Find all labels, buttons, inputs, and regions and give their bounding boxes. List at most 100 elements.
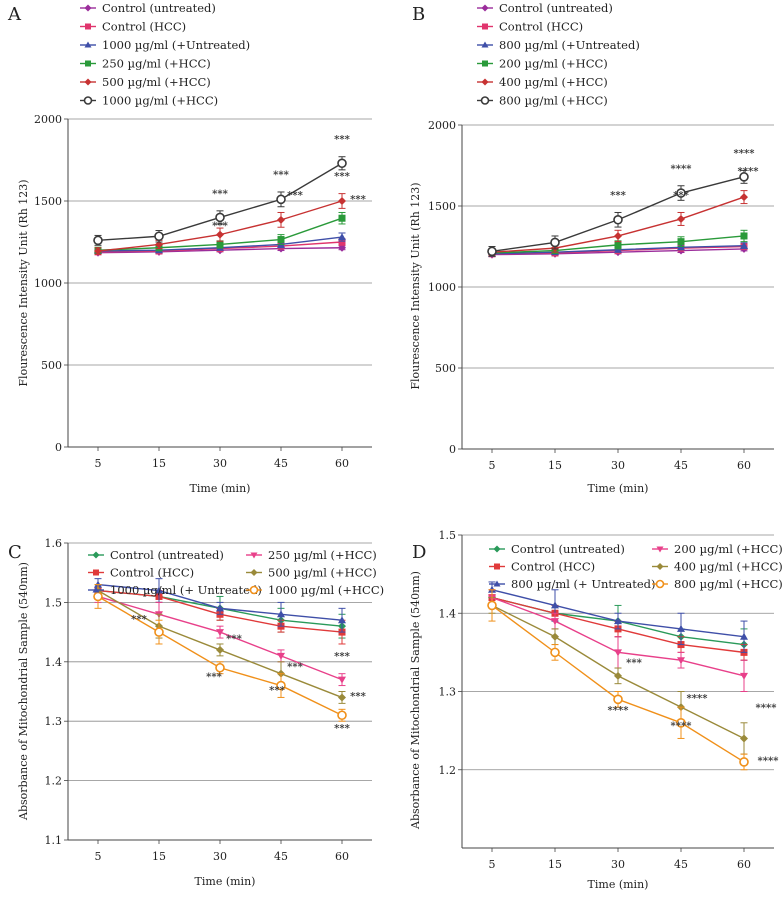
data-point [677,657,685,665]
chart-panel-d: D 1.2 1.3 1.4 1.5 5 15 30 45 60 Time (min) Absorban… [409,529,783,891]
legend-item: 800 µg/ml (+ Untreated) [489,577,656,591]
data-point [676,717,686,728]
data-point [740,232,748,240]
significance-star: **** [756,703,778,714]
y-tick-label: 1.5 [439,529,457,542]
y-tick-label: 1.5 [45,596,63,609]
x-tick-label: 15 [152,457,166,470]
data-point [216,230,224,239]
significance-star: **** [671,164,693,175]
data-point [93,235,103,246]
data-point [154,627,164,637]
legend-item: 800 µg/ml (+Untreated) [477,38,640,52]
legend-marker [481,4,489,12]
y-tick-label: 500 [435,362,456,375]
legend-marker [84,4,92,12]
data-point [614,649,622,657]
x-axis-title: Time (min) [195,875,256,888]
x-tick-label: 30 [213,850,227,863]
legend-item: 1000 µg/ml (+ Untreated) [88,583,262,597]
x-tick-label: 60 [737,459,751,472]
data-point [338,616,346,624]
legend-label: 800 µg/ml (+HCC) [499,94,608,108]
y-axis-title: Flourescence Intensity Unit (Rh 123) [409,182,422,389]
legend-label: Control (untreated) [102,1,216,15]
legend-label: 500 µg/ml (+HCC) [268,566,377,580]
legend-item: 250 µg/ml (+HCC) [246,548,377,562]
y-tick-label: 2000 [34,113,62,126]
significance-star: *** [287,662,303,673]
data-point [740,734,748,743]
chart-panel-b: B 0 500 1000 1500 2000 5 15 30 45 60 Time (min) Flou… [409,1,774,495]
significance-star: *** [226,634,242,645]
x-axis-title: Time (min) [588,878,649,891]
legend-label: 800 µg/ml (+Untreated) [499,38,640,52]
data-point [94,247,102,256]
data-point [550,647,560,658]
significance-star: *** [212,221,228,232]
legend-marker [85,23,91,30]
y-tick-label: 0 [55,441,62,454]
legend-item: Control (HCC) [477,20,583,34]
data-point [215,212,225,223]
panel-letter: B [412,4,425,25]
data-point [677,624,685,632]
legend-marker [481,41,489,48]
y-axis-title: Absorbance of Mitochondrial Sample (540n… [17,562,30,821]
legend-label: 250 µg/ml (+HCC) [268,548,377,562]
legend-marker [84,41,92,48]
legend-item: 200 µg/ml (+HCC) [477,57,608,71]
y-tick-label: 1.3 [45,715,63,728]
legend-item: 1000 µg/ml (+HCC) [246,583,384,597]
series-5 [93,584,347,722]
significance-star: **** [608,706,630,717]
significance-star: **** [671,721,693,732]
x-tick-label: 15 [152,850,166,863]
data-point [739,757,749,767]
data-point [613,694,623,705]
legend-label: 1000 µg/ml (+HCC) [268,583,384,597]
data-point [216,645,224,654]
legend-label: 800 µg/ml (+ Untreated) [511,577,656,591]
x-tick-label: 45 [674,459,688,472]
data-point [216,629,224,637]
y-tick-label: 1.1 [45,834,63,847]
y-tick-label: 1.2 [45,775,63,788]
legend-marker [481,78,489,86]
series-5 [487,169,749,257]
chart-panel-a: A 0 500 1000 1500 2000 5 15 30 45 60 Time (min) Flou… [7,1,372,495]
x-tick-label: 60 [335,850,349,863]
significance-star: **** [758,756,780,767]
legend-item: 500 µg/ml (+HCC) [80,75,211,89]
data-point [551,632,559,641]
legend-label: 200 µg/ml (+HCC) [499,57,608,71]
x-axis-title: Time (min) [190,482,251,495]
data-point [93,591,103,602]
data-point [155,586,163,594]
data-point [338,233,346,241]
x-axis-title: Time (min) [588,482,649,495]
data-point [338,197,346,205]
x-tick-label: 60 [737,858,751,871]
legend: Control (untreated) Control (HCC) 1000 µg/… [88,548,384,597]
data-point [614,241,622,249]
data-point [277,610,285,618]
x-tick-label: 5 [95,850,102,863]
y-tick-label: 1000 [428,281,456,294]
x-tick-label: 15 [548,459,562,472]
panel-letter: C [8,542,22,563]
legend-label: Control (untreated) [499,1,613,15]
legend-marker [656,546,664,553]
data-point [277,215,285,224]
legend-marker [92,551,100,559]
data-point [338,693,346,702]
data-point [338,214,346,222]
significance-star: *** [131,614,147,625]
data-point [487,600,497,611]
legend-marker [655,579,665,589]
legend-item: 500 µg/ml (+HCC) [246,566,377,580]
legend-item: 400 µg/ml (+HCC) [652,560,783,574]
series-5 [93,156,347,246]
significance-star: *** [673,190,689,201]
